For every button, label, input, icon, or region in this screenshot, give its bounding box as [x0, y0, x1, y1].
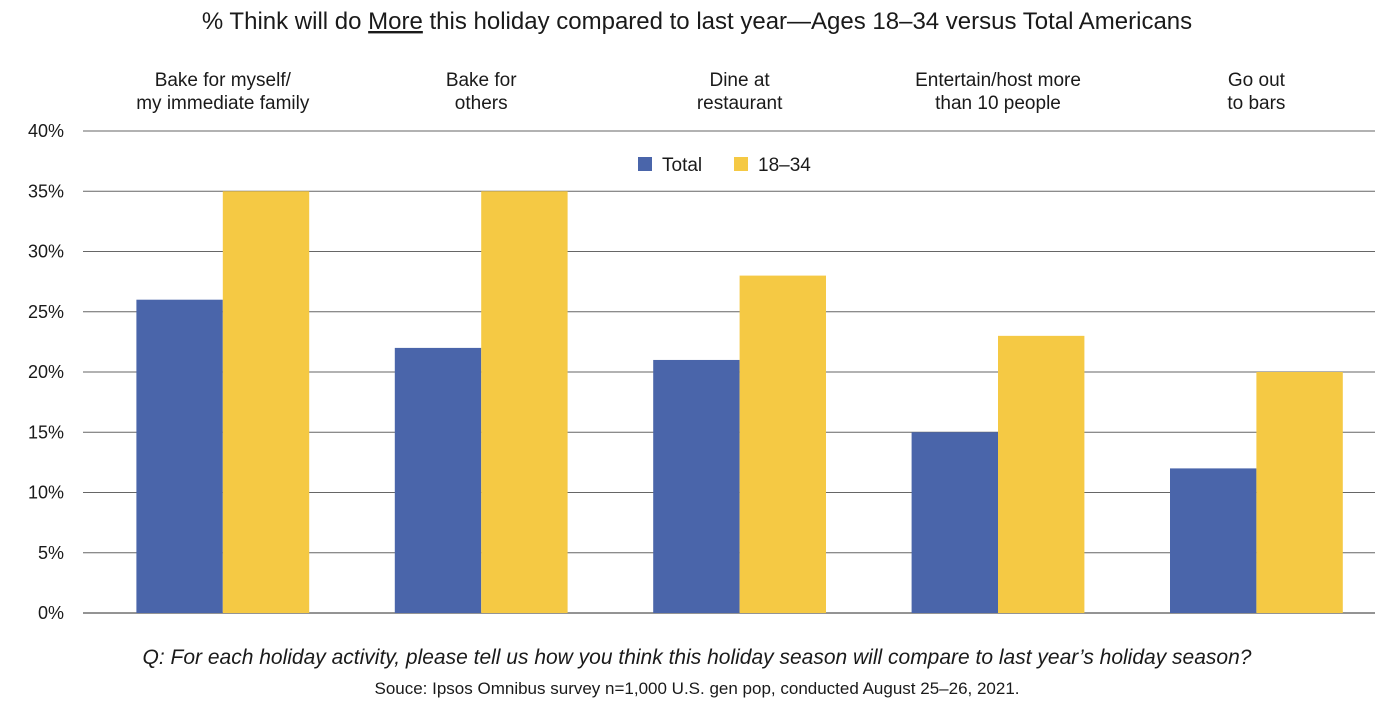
- category-label: Bake for: [446, 70, 517, 91]
- bar-total-1: [394, 347, 482, 613]
- legend-swatch-0: [638, 157, 652, 171]
- bar-total-3: [911, 432, 998, 613]
- legend: Total 18–34: [638, 155, 811, 176]
- bar-total-2: [653, 359, 740, 613]
- bars: [136, 191, 1343, 613]
- y-tick-label: 10%: [28, 483, 64, 503]
- bar-18-34-2: [739, 275, 826, 613]
- bar-total-0: [136, 299, 223, 613]
- legend-label-0: Total: [662, 155, 702, 176]
- y-tick-label: 15%: [28, 422, 64, 442]
- survey-question: Q: For each holiday activity, please tel…: [143, 646, 1252, 669]
- category-label: Dine at: [709, 70, 770, 91]
- category-label: others: [455, 93, 508, 114]
- source-note: Souce: Ipsos Omnibus survey n=1,000 U.S.…: [374, 679, 1019, 698]
- bar-18-34-3: [998, 335, 1085, 613]
- category-label: than 10 people: [935, 93, 1061, 114]
- category-labels: Bake for myself/my immediate family Bake …: [136, 70, 1285, 114]
- category-label: restaurant: [697, 93, 783, 114]
- bar-18-34-1: [481, 191, 568, 613]
- category-label: Bake for myself/: [155, 70, 292, 91]
- y-tick-label: 25%: [28, 302, 64, 322]
- y-tick-label: 40%: [28, 121, 64, 141]
- bar-18-34-4: [1256, 372, 1343, 613]
- y-tick-label: 5%: [38, 543, 64, 563]
- chart-title-part-2: this holiday compared to last year—Ages …: [423, 8, 1192, 35]
- chart-title-part-1: % Think will do: [202, 8, 368, 35]
- category-label: to bars: [1227, 93, 1285, 114]
- category-label: Entertain/host more: [915, 70, 1081, 91]
- y-tick-label: 30%: [28, 242, 64, 262]
- y-tick-label: 35%: [28, 181, 64, 201]
- category-label: Go out: [1228, 70, 1286, 91]
- category-label: my immediate family: [136, 93, 310, 114]
- y-tick-label: 20%: [28, 362, 64, 382]
- legend-label-1: 18–34: [758, 155, 811, 176]
- legend-swatch-1: [734, 157, 748, 171]
- chart-title: % Think will do More this holiday compar…: [202, 8, 1192, 35]
- y-tick-label: 0%: [38, 603, 64, 623]
- y-axis-ticks: 0% 5% 10% 15% 20% 25% 30% 35% 40%: [28, 121, 64, 623]
- bar-18-34-0: [222, 191, 310, 613]
- chart-title-emphasis: More: [368, 8, 423, 35]
- bar-total-4: [1170, 468, 1257, 613]
